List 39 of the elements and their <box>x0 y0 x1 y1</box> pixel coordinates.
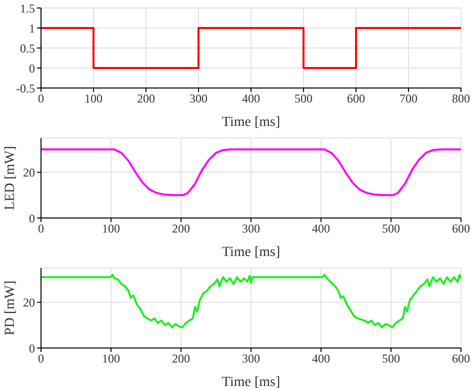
x-tick-label: 600 <box>347 92 365 106</box>
x-tick-label: 200 <box>137 92 155 106</box>
x-axis-title: Time [ms] <box>222 245 280 260</box>
x-axis-title: Time [ms] <box>222 115 280 130</box>
x-tick-label: 100 <box>102 352 120 366</box>
y-tick-label: 0 <box>29 341 35 356</box>
x-tick-label: 400 <box>312 222 330 236</box>
x-tick-label: 600 <box>452 222 470 236</box>
x-axis-title: Time [ms] <box>222 375 280 390</box>
x-tick-label: 500 <box>382 222 400 236</box>
x-tick-label: 0 <box>38 222 44 236</box>
x-tick-label: 100 <box>102 222 120 236</box>
x-tick-label: 700 <box>400 92 418 106</box>
x-tick-label: 200 <box>172 352 190 366</box>
line-series <box>41 274 461 328</box>
y-tick-label: 1.5 <box>20 1 35 16</box>
y-tick-label: 20 <box>23 296 35 310</box>
y-axis-title: LED [mW] <box>2 146 18 210</box>
x-tick-label: 500 <box>294 92 312 106</box>
y-tick-label: 20 <box>23 166 35 180</box>
line-series <box>41 148 461 196</box>
x-tick-label: 300 <box>242 352 260 366</box>
y-tick-label: 0.5 <box>20 41 35 56</box>
x-tick-label: 800 <box>452 92 470 106</box>
x-tick-label: 300 <box>190 92 208 106</box>
x-tick-label: 100 <box>84 92 102 106</box>
x-tick-label: 400 <box>312 352 330 366</box>
x-tick-label: 0 <box>38 92 44 106</box>
x-tick-label: 400 <box>242 92 260 106</box>
y-tick-label: 0 <box>29 211 35 226</box>
x-tick-label: 500 <box>382 352 400 366</box>
y-tick-label: 0 <box>29 61 35 76</box>
x-tick-label: 600 <box>452 352 470 366</box>
x-tick-label: 300 <box>242 222 260 236</box>
y-axis-title: PD [mW] <box>2 280 18 336</box>
x-tick-label: 200 <box>172 222 190 236</box>
y-tick-label: 1 <box>29 21 35 36</box>
y-tick-label: -0.5 <box>16 81 35 96</box>
x-tick-label: 0 <box>38 352 44 366</box>
